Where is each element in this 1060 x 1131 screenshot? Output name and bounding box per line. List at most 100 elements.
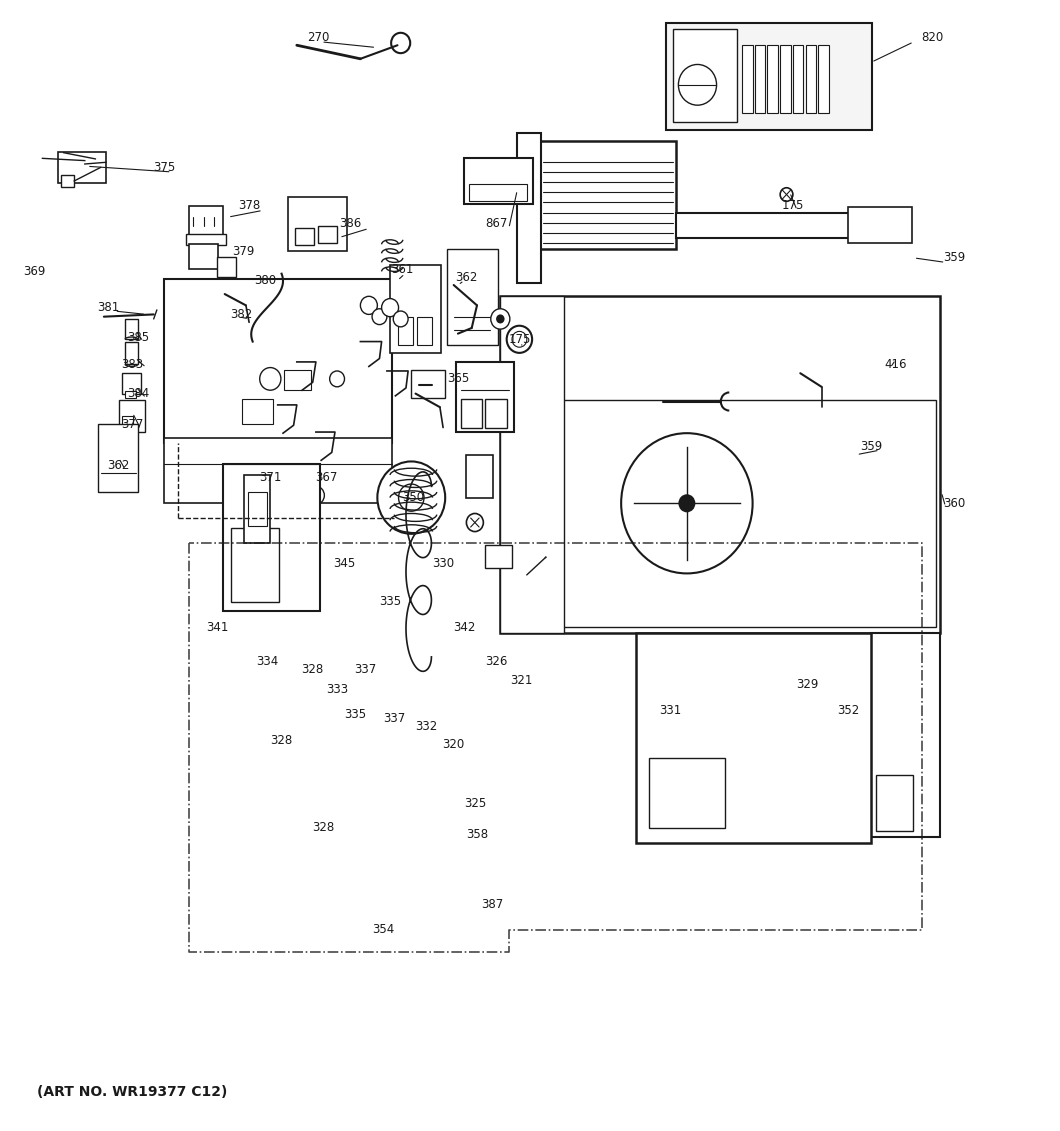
- Text: 354: 354: [373, 923, 394, 936]
- Bar: [793, 45, 803, 113]
- Bar: [186, 234, 226, 245]
- Text: 328: 328: [270, 734, 292, 748]
- Bar: [242, 399, 273, 424]
- Bar: [248, 492, 267, 526]
- Text: 367: 367: [315, 470, 338, 484]
- Text: 328: 328: [313, 821, 334, 835]
- Circle shape: [372, 309, 387, 325]
- Circle shape: [780, 188, 793, 201]
- Text: 380: 380: [254, 274, 276, 287]
- Text: 331: 331: [659, 703, 681, 717]
- Bar: [832, 435, 883, 475]
- Text: 365: 365: [447, 372, 469, 386]
- Circle shape: [360, 296, 377, 314]
- Bar: [517, 133, 541, 283]
- Text: 326: 326: [484, 655, 508, 668]
- Bar: [125, 391, 136, 398]
- Text: (ART NO. WR19377 C12): (ART NO. WR19377 C12): [37, 1086, 228, 1099]
- Text: 359: 359: [861, 440, 882, 454]
- Bar: [676, 213, 872, 238]
- Circle shape: [507, 326, 532, 353]
- Text: 333: 333: [326, 683, 348, 697]
- Text: 362: 362: [107, 459, 130, 473]
- Text: 359: 359: [943, 251, 965, 265]
- Circle shape: [382, 299, 399, 317]
- Text: 352: 352: [837, 703, 859, 717]
- Text: 381: 381: [98, 301, 119, 314]
- Text: 369: 369: [22, 265, 46, 278]
- Text: 328: 328: [302, 663, 323, 676]
- Bar: [164, 279, 392, 443]
- Bar: [318, 226, 337, 243]
- Text: 383: 383: [122, 357, 143, 371]
- Text: 332: 332: [416, 719, 437, 733]
- Bar: [122, 416, 132, 428]
- Text: 361: 361: [391, 262, 414, 276]
- Circle shape: [330, 371, 345, 387]
- Bar: [649, 758, 725, 828]
- Text: 321: 321: [510, 674, 533, 688]
- Bar: [673, 29, 737, 122]
- Text: 384: 384: [127, 387, 148, 400]
- Text: 329: 329: [796, 677, 819, 691]
- Text: 382: 382: [231, 308, 252, 321]
- Circle shape: [491, 309, 510, 329]
- Circle shape: [377, 461, 445, 534]
- Text: 335: 335: [344, 708, 366, 722]
- Bar: [122, 373, 141, 394]
- Bar: [806, 45, 816, 113]
- Text: 175: 175: [508, 333, 531, 346]
- Text: 350: 350: [403, 491, 424, 504]
- Bar: [466, 455, 493, 498]
- Text: 325: 325: [464, 796, 485, 810]
- Text: 385: 385: [127, 330, 148, 344]
- Bar: [500, 296, 940, 633]
- Bar: [284, 370, 311, 390]
- Bar: [767, 45, 778, 113]
- Bar: [500, 296, 564, 633]
- Bar: [98, 424, 138, 492]
- Text: 386: 386: [339, 217, 360, 231]
- Bar: [469, 184, 527, 201]
- Bar: [818, 45, 829, 113]
- Text: 337: 337: [384, 711, 405, 725]
- Bar: [871, 633, 940, 837]
- Bar: [538, 141, 676, 249]
- Bar: [848, 207, 912, 243]
- Bar: [636, 633, 871, 843]
- Bar: [164, 438, 392, 503]
- Text: 341: 341: [206, 621, 229, 634]
- Bar: [417, 317, 432, 345]
- FancyArrowPatch shape: [527, 558, 546, 575]
- Bar: [58, 152, 106, 183]
- Text: 362: 362: [455, 270, 478, 284]
- Text: 820: 820: [922, 31, 943, 44]
- Text: 358: 358: [466, 828, 488, 841]
- Circle shape: [496, 314, 505, 323]
- Text: 377: 377: [121, 417, 144, 431]
- Circle shape: [307, 486, 324, 504]
- Text: 379: 379: [232, 244, 255, 258]
- Bar: [541, 359, 890, 379]
- Bar: [390, 265, 441, 353]
- Text: 335: 335: [379, 595, 401, 608]
- Bar: [244, 475, 270, 543]
- Text: 334: 334: [257, 655, 278, 668]
- Text: 867: 867: [484, 217, 508, 231]
- Circle shape: [391, 33, 410, 53]
- Bar: [447, 249, 498, 345]
- Text: 387: 387: [481, 898, 502, 912]
- Bar: [164, 309, 236, 322]
- Bar: [398, 317, 413, 345]
- Circle shape: [513, 342, 526, 355]
- Bar: [411, 370, 445, 398]
- Circle shape: [399, 484, 424, 511]
- Circle shape: [260, 368, 281, 390]
- Bar: [288, 197, 347, 251]
- Text: 416: 416: [884, 357, 907, 371]
- Text: 375: 375: [154, 161, 175, 174]
- Bar: [217, 257, 236, 277]
- Bar: [461, 399, 482, 428]
- Bar: [485, 545, 512, 568]
- Bar: [742, 45, 753, 113]
